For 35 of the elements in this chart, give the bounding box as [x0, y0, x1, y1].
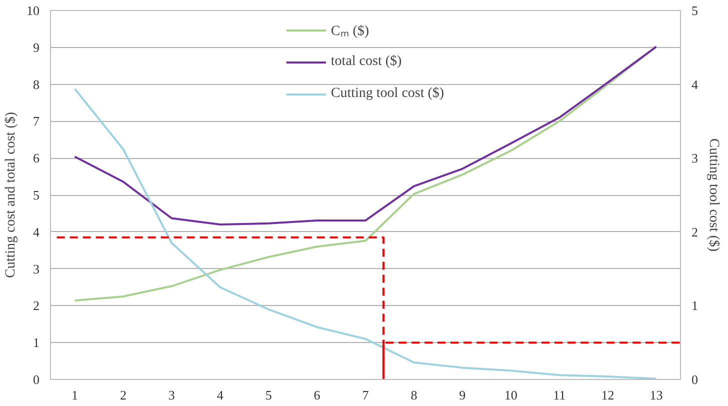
y-tick-label: 9	[33, 40, 40, 55]
y-tick-label: 2	[33, 298, 40, 314]
y2-tick-label: 5	[692, 3, 698, 18]
y-tick-label: 6	[33, 150, 40, 166]
y2-tick-label: 4	[692, 76, 698, 92]
y-axis-title: Cutting cost and total cost ($)	[4, 112, 18, 278]
x-tick-label: 7	[362, 388, 370, 402]
x-tick-label: 6	[314, 388, 321, 402]
x-tick-label: 1	[71, 388, 78, 402]
x-tick-label: 2	[120, 388, 126, 402]
legend-label: Cutting tool cost ($)	[330, 86, 444, 102]
y2-axis-title: Cutting tool cost ($)	[706, 138, 721, 252]
legend-label: total cost ($)	[330, 54, 402, 70]
y-tick-label: 3	[33, 261, 40, 276]
x-tick-label: 8	[410, 388, 418, 402]
y2-tick-label: 2	[692, 224, 698, 240]
y-tick-label: 4	[33, 224, 40, 240]
y2-tick-label: 0	[692, 372, 698, 387]
legend-label: Cₘ ($)	[330, 23, 370, 40]
y2-tick-label: 1	[692, 298, 698, 314]
y-tick-label: 10	[26, 3, 40, 18]
y-tick-label: 5	[33, 188, 40, 202]
y-tick-label: 8	[33, 76, 40, 92]
x-tick-label: 11	[553, 388, 566, 402]
y-tick-label: 7	[33, 114, 40, 129]
x-tick-label: 3	[168, 388, 175, 402]
x-tick-label: 9	[459, 388, 466, 402]
y-tick-label: 1	[33, 335, 40, 350]
x-tick-label: 10	[504, 388, 518, 402]
x-tick-label: 13	[650, 388, 663, 402]
x-tick-label: 5	[265, 388, 272, 402]
x-tick-label: 12	[601, 388, 614, 402]
x-tick-label: 4	[216, 388, 224, 402]
y-tick-label: 0	[33, 372, 40, 387]
y2-tick-label: 3	[692, 150, 698, 166]
